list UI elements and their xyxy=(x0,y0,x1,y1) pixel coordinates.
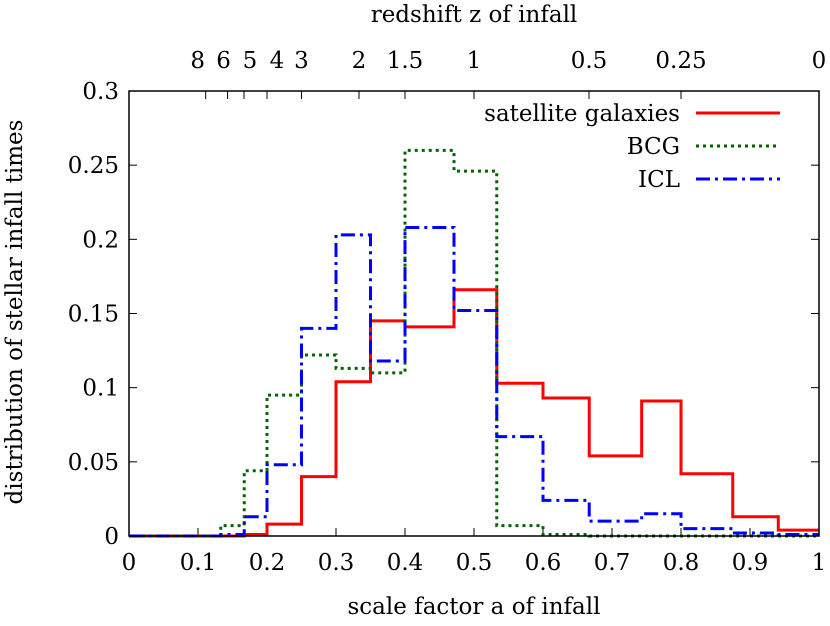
legend-label: BCG xyxy=(627,134,680,160)
y-tick-label: 0.2 xyxy=(82,227,119,253)
top-tick-label: 4 xyxy=(270,48,285,74)
x-tick-label: 0.1 xyxy=(180,550,217,576)
x-tick-label: 0.5 xyxy=(456,550,493,576)
y-axis-title: distribution of stellar infall times xyxy=(2,120,28,505)
top-tick-label: 3 xyxy=(294,48,309,74)
y-tick-label: 0.15 xyxy=(68,302,119,328)
top-tick-label: 2 xyxy=(352,48,367,74)
top-tick-label: 0 xyxy=(812,48,827,74)
top-tick-label: 8 xyxy=(190,48,205,74)
x-tick-label: 1 xyxy=(812,550,827,576)
x-axis-title: scale factor a of infall xyxy=(348,594,601,620)
y-tick-label: 0 xyxy=(104,524,119,550)
top-axis-title: redshift z of infall xyxy=(371,2,578,28)
top-tick-label: 6 xyxy=(216,48,231,74)
x-tick-label: 0.3 xyxy=(318,550,355,576)
x-tick-label: 0.4 xyxy=(387,550,424,576)
top-tick-label: 0.25 xyxy=(655,48,706,74)
x-tick-label: 0.9 xyxy=(732,550,769,576)
x-tick-label: 0.7 xyxy=(594,550,631,576)
legend: satellite galaxies BCG ICL xyxy=(484,101,780,193)
top-tick-label: 1 xyxy=(467,48,482,74)
top-tick-label: 5 xyxy=(243,48,258,74)
y-tick-label: 0.05 xyxy=(68,450,119,476)
legend-label: ICL xyxy=(638,167,680,193)
x-tick-label: 0.2 xyxy=(249,550,286,576)
top-tick-label: 1.5 xyxy=(387,48,424,74)
x-tick-label: 0.6 xyxy=(525,550,562,576)
series-line-bcg xyxy=(129,148,819,538)
series-line-icl xyxy=(129,225,819,538)
y-tick-label: 0.3 xyxy=(82,79,119,105)
x-tick-label: 0 xyxy=(122,550,137,576)
legend-label: satellite galaxies xyxy=(484,101,680,127)
top-tick-label: 0.5 xyxy=(571,48,608,74)
plot-frame xyxy=(128,90,820,537)
y-tick-label: 0.25 xyxy=(68,153,119,179)
series-line-satellite-galaxies xyxy=(129,288,819,538)
y-tick-label: 0.1 xyxy=(82,376,119,402)
x-tick-label: 0.8 xyxy=(663,550,700,576)
